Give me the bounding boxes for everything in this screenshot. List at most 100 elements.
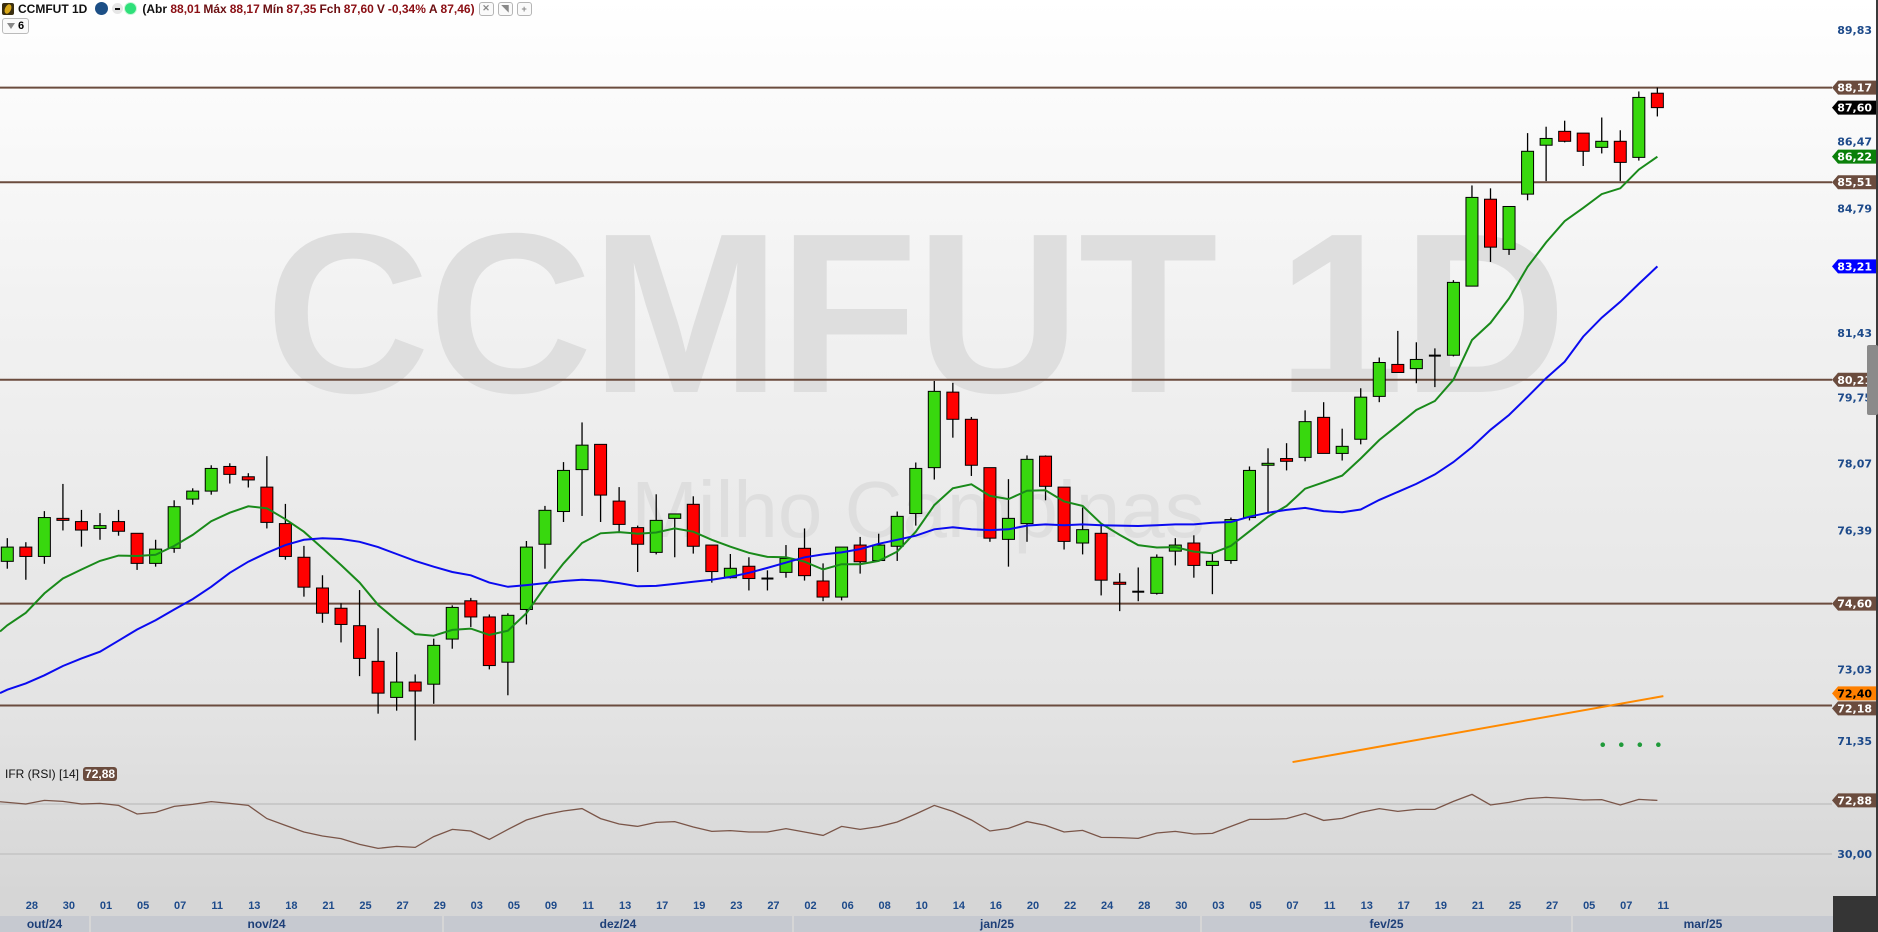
candle-down xyxy=(297,556,311,588)
price-axis-label: 81,43 xyxy=(1837,327,1872,340)
plus-icon[interactable]: + xyxy=(516,1,532,16)
candle-up xyxy=(1465,196,1479,287)
variation-label: V xyxy=(376,1,385,16)
price-tag: 72,40 xyxy=(1837,687,1872,700)
candle-down xyxy=(1280,458,1294,462)
candle-down xyxy=(816,580,830,598)
price-axis-label: 89,83 xyxy=(1837,24,1872,37)
candle-up xyxy=(1446,281,1460,356)
interval-dropdown[interactable]: 6 xyxy=(2,18,29,34)
date-label: 03 xyxy=(1212,900,1224,912)
candle-down xyxy=(1317,416,1331,454)
candle-down xyxy=(464,600,478,618)
close-label: Fch xyxy=(319,1,341,16)
exchange-icon xyxy=(95,2,109,15)
average-value: 87,46 xyxy=(440,1,471,16)
candle-up xyxy=(1502,205,1516,250)
date-label: 10 xyxy=(916,900,928,912)
price-tag: 88,17 xyxy=(1837,82,1872,95)
rsi-header: IFR (RSI) [14] 72,88 xyxy=(5,767,118,781)
rsi-label: IFR (RSI) [14] xyxy=(5,767,80,781)
month-label: out/24 xyxy=(0,916,89,932)
date-label: 21 xyxy=(322,900,334,912)
axis-border xyxy=(1876,0,1878,896)
axis-corner xyxy=(1833,896,1878,932)
date-label: 11 xyxy=(211,900,223,912)
candle-up xyxy=(1205,560,1219,566)
date-label: 28 xyxy=(26,900,38,912)
price-scroll-handle[interactable] xyxy=(1867,345,1878,415)
price-tag-bg xyxy=(1832,372,1876,387)
arrow-icon[interactable]: ◥ xyxy=(497,1,513,16)
candle-down xyxy=(353,625,367,659)
date-label: 05 xyxy=(508,900,520,912)
candle-up xyxy=(1354,396,1368,440)
date-label: 01 xyxy=(100,900,112,912)
date-label: 28 xyxy=(1138,900,1150,912)
price-tag-bg xyxy=(1832,259,1876,274)
price-tag: 80,21 xyxy=(1837,374,1872,387)
price-axis-label: 86,47 xyxy=(1837,136,1872,149)
candle-up xyxy=(1150,556,1164,594)
date-label: 14 xyxy=(953,900,966,912)
ma-long-line xyxy=(0,265,1659,695)
candle-up xyxy=(149,548,163,564)
date-label: 17 xyxy=(1398,900,1410,912)
signal-dot xyxy=(1637,742,1643,747)
candle-up xyxy=(909,467,923,515)
rsi-tag-bg xyxy=(1832,793,1876,808)
price-tag-bg xyxy=(1832,149,1876,164)
candle-down xyxy=(1094,532,1108,581)
candle-up xyxy=(835,546,849,598)
candle-down xyxy=(1650,92,1664,109)
price-tag: 74,60 xyxy=(1837,598,1872,611)
date-label: 18 xyxy=(285,900,297,912)
price-tag-bg xyxy=(1832,701,1876,716)
high-value: 88,17 xyxy=(229,1,260,16)
price-tag-bg xyxy=(1832,100,1876,115)
date-label: 19 xyxy=(1435,900,1447,912)
rsi-axis-label: 30,00 xyxy=(1837,848,1872,861)
candle-up xyxy=(890,515,904,547)
date-label: 02 xyxy=(804,900,816,912)
date-label: 05 xyxy=(137,900,149,912)
candle-down xyxy=(315,587,329,614)
minimize-icon[interactable] xyxy=(112,3,124,14)
candle-down xyxy=(631,527,645,545)
date-label: 23 xyxy=(730,900,742,912)
candle-up xyxy=(1539,137,1553,146)
date-label: 25 xyxy=(1509,900,1521,912)
price-tag: 72,18 xyxy=(1837,702,1872,715)
candle-up xyxy=(575,444,589,471)
candle-up xyxy=(1298,421,1312,458)
price-axis-label: 71,35 xyxy=(1837,735,1872,748)
candle-up xyxy=(1521,150,1535,195)
date-label: 11 xyxy=(1658,900,1670,912)
symbol-title[interactable]: CCMFUT 1D xyxy=(18,1,88,16)
date-label: 22 xyxy=(1064,900,1076,912)
candle-up xyxy=(1261,462,1275,466)
rsi-value-tag: 72,88 xyxy=(83,767,118,781)
candle-down xyxy=(408,681,422,692)
rsi-tag: 72,88 xyxy=(1837,794,1872,807)
candle-up xyxy=(1076,529,1090,544)
settings-icon[interactable]: ✕ xyxy=(478,1,494,16)
price-axis-label: 78,07 xyxy=(1837,457,1872,470)
month-label: dez/24 xyxy=(444,916,792,932)
candle-up xyxy=(204,467,218,492)
candle-up xyxy=(519,546,533,610)
price-axis-label: 79,75 xyxy=(1837,392,1872,405)
candle-up xyxy=(927,390,941,469)
open-label: (Abr xyxy=(142,1,167,16)
month-label: jan/25 xyxy=(794,916,1200,932)
date-label: 24 xyxy=(1101,900,1114,912)
date-label: 05 xyxy=(1583,900,1595,912)
date-label: 03 xyxy=(471,900,483,912)
price-tag-bg xyxy=(1832,686,1876,701)
candle-down xyxy=(594,443,608,496)
candle-down xyxy=(1039,455,1053,487)
variation-value: -0,34% xyxy=(387,1,426,16)
price-tag: 87,60 xyxy=(1837,102,1872,115)
candle-down xyxy=(241,476,255,481)
